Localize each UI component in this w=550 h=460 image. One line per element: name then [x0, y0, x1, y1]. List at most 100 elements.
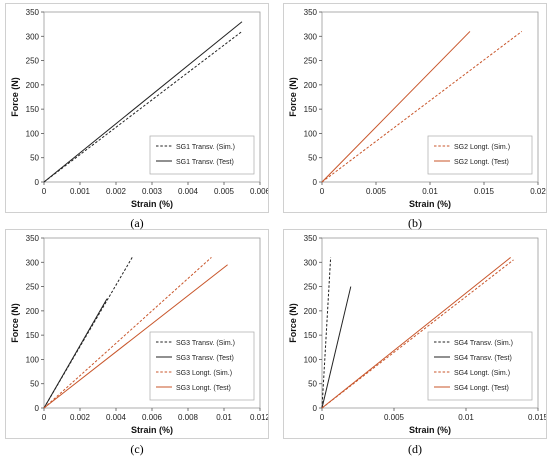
- y-tick-label-c-6: 300: [26, 258, 40, 267]
- chart-panel-b: 0 50 100 150 200 250 300 350 0 0.005 0.01 0.015 0.02…: [283, 3, 547, 213]
- y-tick-label-d-4: 200: [304, 307, 318, 316]
- x-tick-label-a-3: 0.003: [142, 187, 163, 196]
- x-axis-label-d: Strain (%): [409, 425, 451, 435]
- series-line-c-0: [43, 257, 133, 409]
- y-axis-label-c: Force (N): [10, 303, 20, 343]
- y-tick-label-b-4: 200: [304, 81, 318, 90]
- series-line-c-2: [43, 257, 212, 409]
- y-tick-label-b-1: 50: [308, 154, 317, 163]
- y-tick-label-b-3: 150: [304, 105, 318, 114]
- x-tick-label-a-0: 0: [42, 187, 47, 196]
- x-tick-label-c-5: 0.01: [216, 413, 232, 422]
- chart-b-svg: 0 50 100 150 200 250 300 350 0 0.005 0.01 0.015 0.02…: [288, 8, 546, 209]
- y-tick-label-c-3: 150: [26, 331, 40, 340]
- x-axis-label-a: Strain (%): [131, 199, 173, 209]
- legend-d: SG4 Transv. (Sim.) SG4 Transv. (Test) SG4 …: [427, 331, 533, 401]
- y-tick-label-a-0: 0: [35, 178, 40, 187]
- series-line-c-1: [43, 298, 108, 409]
- x-tick-label-b-1: 0.005: [366, 187, 387, 196]
- y-tick-label-a-6: 300: [26, 32, 40, 41]
- legend-label-a-0: SG1 Transv. (Sim.): [176, 144, 235, 151]
- legend-label-d-1: SG4 Transv. (Test): [454, 355, 512, 362]
- y-tick-label-b-0: 0: [313, 178, 318, 187]
- y-tick-label-b-2: 100: [304, 129, 318, 138]
- x-tick-label-a-1: 0.001: [70, 187, 91, 196]
- chart-panel-a: 0 50 100 150 200 250 300 350 0 0.001 0.002 0.003 0.0…: [5, 3, 269, 213]
- chart-d-svg: 0 50 100 150 200 250 300 350 0 0.005 0.01 0.015 Stra…: [288, 234, 546, 435]
- x-axis-label-b: Strain (%): [409, 199, 451, 209]
- y-tick-label-d-6: 300: [304, 258, 318, 267]
- chart-panel-d: 0 50 100 150 200 250 300 350 0 0.005 0.01 0.015 Stra…: [283, 229, 547, 439]
- y-tick-label-b-6: 300: [304, 32, 318, 41]
- series-line-a-1: [43, 21, 243, 183]
- y-tick-label-c-4: 200: [26, 307, 40, 316]
- caption-d: (d): [408, 442, 422, 456]
- x-tick-label-b-2: 0.01: [422, 187, 438, 196]
- x-tick-label-c-4: 0.008: [178, 413, 199, 422]
- series-line-d-0: [321, 257, 332, 409]
- legend-box-d: [427, 331, 533, 401]
- series-line-c-3: [43, 264, 228, 409]
- y-tick-label-a-5: 250: [26, 57, 40, 66]
- y-tick-label-a-3: 150: [26, 105, 40, 114]
- y-axis-label-a: Force (N): [10, 77, 20, 117]
- legend-b: SG2 Longt. (Sim.) SG2 Longt. (Test): [427, 135, 533, 175]
- x-tick-label-c-0: 0: [42, 413, 47, 422]
- chart-c-svg: 0 50 100 150 200 250 300 350 0 0.002 0.004 0.006 0.0…: [10, 234, 268, 435]
- caption-a: (a): [130, 216, 144, 230]
- y-tick-label-b-7: 350: [304, 8, 318, 17]
- legend-label-a-1: SG1 Transv. (Test): [176, 159, 234, 166]
- legend-a: SG1 Transv. (Sim.) SG1 Transv. (Test): [149, 135, 255, 175]
- y-tick-label-c-5: 250: [26, 283, 40, 292]
- y-tick-label-d-0: 0: [313, 404, 318, 413]
- legend-box-a: [149, 135, 255, 175]
- y-tick-label-a-2: 100: [26, 129, 40, 138]
- series-line-d-2: [321, 259, 514, 409]
- x-tick-label-c-1: 0.002: [70, 413, 91, 422]
- y-tick-label-d-3: 150: [304, 331, 318, 340]
- y-tick-label-a-1: 50: [30, 154, 39, 163]
- x-tick-label-d-3: 0.015: [528, 413, 546, 422]
- x-tick-label-d-1: 0.005: [384, 413, 405, 422]
- y-tick-label-d-2: 100: [304, 355, 318, 364]
- legend-label-d-2: SG4 Longt. (Sim.): [454, 370, 510, 377]
- x-tick-label-d-0: 0: [320, 413, 325, 422]
- series-line-a-0: [43, 31, 243, 183]
- plot-area-d: [321, 237, 539, 409]
- y-axis-label-b: Force (N): [288, 77, 298, 117]
- x-tick-label-b-0: 0: [320, 187, 325, 196]
- x-tick-label-c-6: 0.012: [250, 413, 268, 422]
- legend-label-c-2: SG3 Longt. (Sim.): [176, 370, 232, 377]
- y-tick-label-a-4: 200: [26, 81, 40, 90]
- y-tick-label-c-0: 0: [35, 404, 40, 413]
- x-tick-label-b-3: 0.015: [474, 187, 495, 196]
- legend-label-d-3: SG4 Longt. (Test): [454, 385, 509, 392]
- legend-label-c-3: SG3 Longt. (Test): [176, 385, 231, 392]
- y-tick-label-d-7: 350: [304, 234, 318, 243]
- x-tick-label-b-4: 0.02: [530, 187, 546, 196]
- x-tick-label-a-6: 0.006: [250, 187, 268, 196]
- x-tick-label-a-4: 0.004: [178, 187, 199, 196]
- chart-a-svg: 0 50 100 150 200 250 300 350 0 0.001 0.002 0.003 0.0…: [10, 8, 268, 209]
- legend-label-b-1: SG2 Longt. (Test): [454, 159, 509, 166]
- x-tick-label-c-3: 0.006: [142, 413, 163, 422]
- x-axis-label-c: Strain (%): [131, 425, 173, 435]
- chart-panel-c: 0 50 100 150 200 250 300 350 0 0.002 0.004 0.006 0.0…: [5, 229, 269, 439]
- y-tick-label-b-5: 250: [304, 57, 318, 66]
- legend-label-c-1: SG3 Transv. (Test): [176, 355, 234, 362]
- series-line-d-1: [321, 286, 352, 409]
- y-tick-label-a-7: 350: [26, 8, 40, 17]
- x-tick-label-a-5: 0.005: [214, 187, 235, 196]
- y-axis-label-d: Force (N): [288, 303, 298, 343]
- y-tick-label-d-5: 250: [304, 283, 318, 292]
- x-tick-label-d-2: 0.01: [458, 413, 474, 422]
- legend-label-c-0: SG3 Transv. (Sim.): [176, 340, 235, 347]
- y-tick-label-d-1: 50: [308, 380, 317, 389]
- x-tick-label-a-2: 0.002: [106, 187, 127, 196]
- legend-label-d-0: SG4 Transv. (Sim.): [454, 340, 513, 347]
- series-line-b-0: [321, 31, 523, 183]
- legend-c: SG3 Transv. (Sim.) SG3 Transv. (Test) SG3 …: [149, 331, 255, 401]
- legend-label-b-0: SG2 Longt. (Sim.): [454, 144, 510, 151]
- series-line-d-3: [321, 257, 511, 409]
- y-tick-label-c-2: 100: [26, 355, 40, 364]
